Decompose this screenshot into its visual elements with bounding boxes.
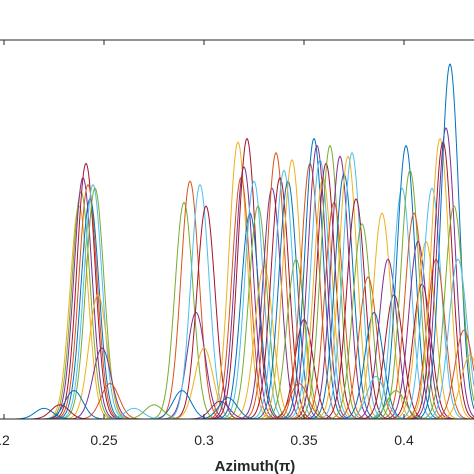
x-tick-label-1: .2 <box>0 432 10 448</box>
axes-layer <box>0 39 474 420</box>
series-line-42 <box>289 144 371 420</box>
series-line-39 <box>279 158 361 420</box>
series-line-15 <box>155 311 237 420</box>
x-axis-title: Azimuth(π) <box>215 458 296 474</box>
series-line-55 <box>361 187 443 420</box>
series-line-57 <box>369 169 451 420</box>
tick-layer: .2 0.25 0.3 0.35 0.4 <box>0 40 414 448</box>
x-tick-label-5: 0.4 <box>394 432 414 448</box>
x-tick-label-3: 0.3 <box>194 432 214 448</box>
series-line-44 <box>299 155 381 420</box>
series-line-1 <box>38 205 120 420</box>
series-line-9 <box>57 294 139 420</box>
series-line-38 <box>276 144 358 420</box>
series-line-31 <box>243 169 325 420</box>
series-line-59 <box>377 240 459 420</box>
series-line-60 <box>381 283 463 420</box>
series-line-62 <box>391 187 473 420</box>
series-line-7 <box>52 183 134 420</box>
series-line-49 <box>321 223 403 420</box>
series-line-5 <box>47 183 129 420</box>
series-line-45 <box>303 173 385 420</box>
series-line-41 <box>285 162 367 420</box>
x-tick-label-4: 0.35 <box>290 432 317 448</box>
series-line-37 <box>273 137 355 420</box>
series-line-8 <box>54 187 136 420</box>
series-line-64 <box>399 137 474 420</box>
series-line-65 <box>402 141 474 420</box>
series-layer <box>3 63 474 420</box>
series-line-63 <box>395 258 474 420</box>
x-tick-label-2: 0.25 <box>90 432 117 448</box>
series-line-17 <box>165 205 247 420</box>
series-line-58 <box>373 212 455 420</box>
series-line-23 <box>206 137 288 420</box>
series-line-25 <box>213 180 295 420</box>
series-line-26 <box>217 205 299 420</box>
